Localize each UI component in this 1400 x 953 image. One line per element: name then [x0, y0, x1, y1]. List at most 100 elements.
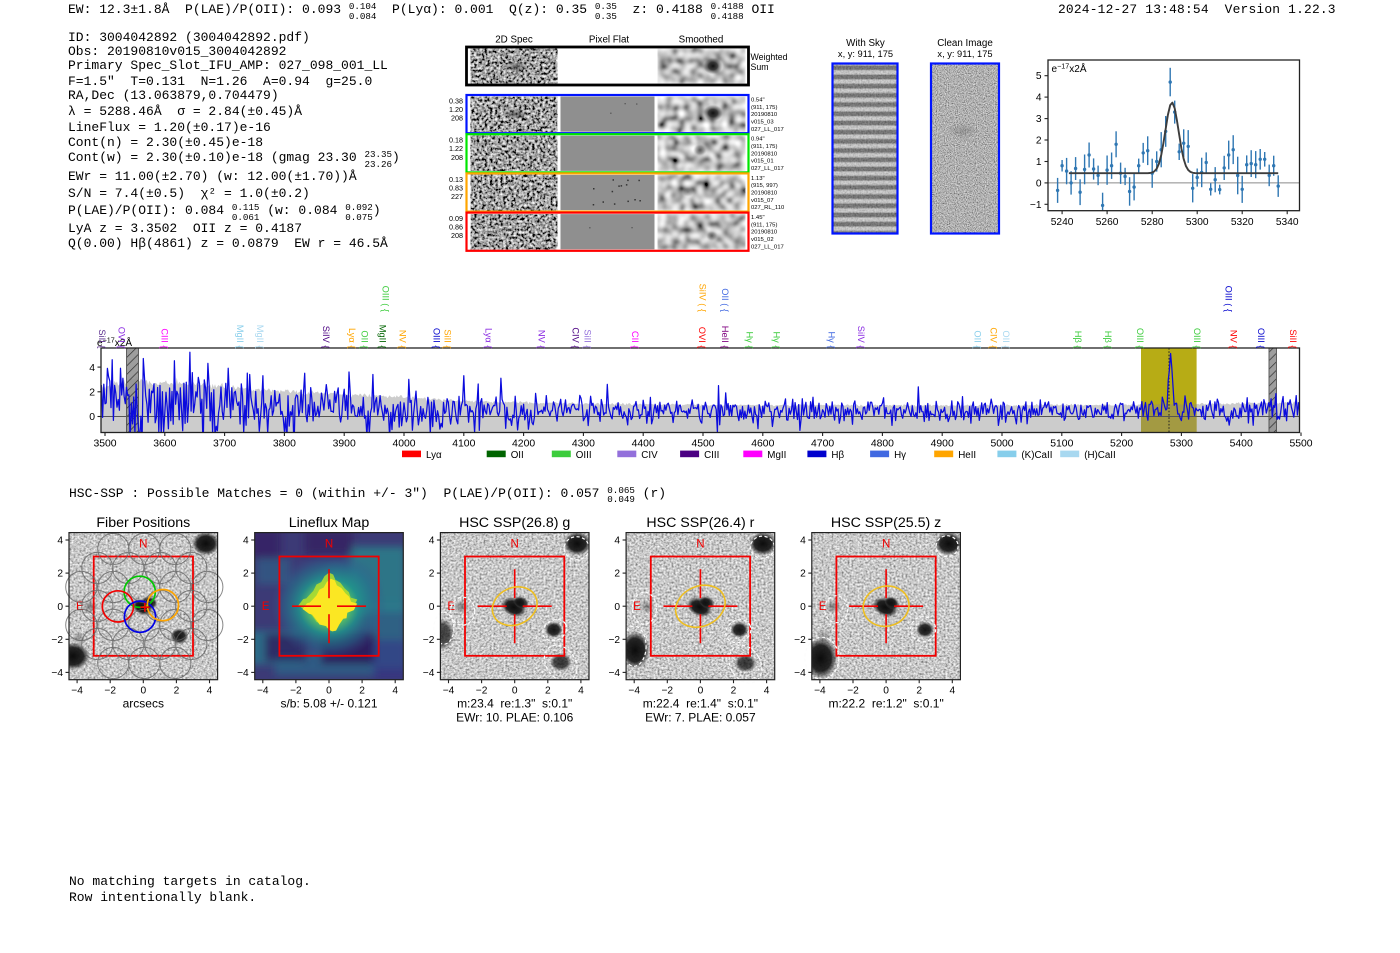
- svg-text:m:23.4 re:1.3" s:0.1": m:23.4 re:1.3" s:0.1": [457, 697, 572, 711]
- svg-text:1.13": 1.13": [751, 176, 765, 182]
- svg-text:−4: −4: [71, 686, 83, 697]
- svg-text:2: 2: [359, 686, 365, 697]
- svg-text:4600: 4600: [751, 439, 774, 450]
- svg-text:(911, 175): (911, 175): [751, 144, 777, 150]
- svg-text:s/b: 5.08 +/- 0.121: s/b: 5.08 +/- 0.121: [280, 697, 377, 711]
- svg-text:E: E: [447, 601, 455, 613]
- svg-text:−4: −4: [237, 668, 249, 679]
- svg-text:−4: −4: [257, 686, 269, 697]
- svg-text:0: 0: [326, 686, 332, 697]
- svg-text:208: 208: [451, 231, 463, 240]
- svg-text:N: N: [511, 539, 519, 551]
- svg-text:OII ( {: OII ( {: [720, 288, 730, 312]
- svg-text:−4: −4: [814, 686, 826, 697]
- svg-text:MgII {: MgII {: [255, 325, 265, 349]
- svg-text:027_LL_017: 027_LL_017: [751, 244, 784, 250]
- svg-text:4200: 4200: [512, 439, 535, 450]
- svg-text:N: N: [325, 539, 333, 551]
- svg-text:CIV: CIV: [641, 450, 658, 461]
- svg-text:m:22.2 re:1.2" s:0.1": m:22.2 re:1.2" s:0.1": [828, 697, 943, 711]
- svg-text:−2: −2: [423, 635, 435, 646]
- svg-text:1.45": 1.45": [751, 215, 765, 221]
- svg-text:arcsecs: arcsecs: [123, 697, 164, 711]
- svg-text:MgII {: MgII {: [235, 325, 245, 349]
- svg-text:2: 2: [57, 569, 63, 580]
- svg-text:0.94": 0.94": [751, 137, 765, 143]
- svg-text:OII {: OII {: [1001, 330, 1011, 348]
- svg-text:E: E: [819, 601, 827, 613]
- svg-text:N: N: [882, 539, 890, 551]
- svg-text:HeII: HeII: [958, 450, 976, 461]
- svg-text:4: 4: [949, 686, 955, 697]
- svg-text:5: 5: [1036, 71, 1042, 82]
- svg-text:1: 1: [1036, 157, 1042, 168]
- svg-text:−4: −4: [628, 686, 640, 697]
- svg-text:3: 3: [1036, 114, 1042, 125]
- svg-text:027_LL_017: 027_LL_017: [751, 166, 784, 172]
- svg-text:−2: −2: [608, 635, 620, 646]
- svg-text:208: 208: [451, 153, 463, 162]
- svg-text:4: 4: [614, 536, 620, 547]
- svg-text:Clean Image: Clean Image: [937, 38, 993, 49]
- svg-text:0: 0: [429, 602, 435, 613]
- svg-text:−4: −4: [608, 668, 620, 679]
- svg-text:0: 0: [800, 602, 806, 613]
- svg-text:4: 4: [764, 686, 770, 697]
- svg-text:CIII: CIII: [704, 450, 719, 461]
- svg-text:−4: −4: [423, 668, 435, 679]
- svg-text:x, y: 911, 175: x, y: 911, 175: [937, 49, 992, 59]
- svg-text:HeII {: HeII {: [720, 326, 730, 349]
- svg-text:4400: 4400: [632, 439, 655, 450]
- svg-text:5240: 5240: [1051, 217, 1074, 228]
- svg-text:v015_03: v015_03: [751, 119, 774, 125]
- svg-text:v015_02: v015_02: [751, 237, 774, 243]
- svg-text:20190810: 20190810: [751, 151, 778, 157]
- svg-text:(915, 997): (915, 997): [751, 183, 778, 189]
- svg-text:4700: 4700: [811, 439, 834, 450]
- svg-text:OIII {: OIII {: [1192, 328, 1202, 349]
- svg-text:0: 0: [614, 602, 620, 613]
- svg-text:With Sky: With Sky: [846, 38, 885, 49]
- svg-text:HSC SSP(26.4) r: HSC SSP(26.4) r: [646, 515, 754, 531]
- svg-text:−2: −2: [794, 635, 806, 646]
- svg-text:2: 2: [174, 686, 180, 697]
- svg-text:5280: 5280: [1141, 217, 1164, 228]
- svg-text:OIII: OIII: [576, 450, 592, 461]
- svg-text:x, y: 911, 175: x, y: 911, 175: [838, 49, 893, 59]
- svg-text:OIII {: OIII {: [1256, 328, 1266, 349]
- svg-text:CIV {: CIV {: [571, 327, 581, 348]
- svg-text:Lyα {: Lyα {: [347, 328, 357, 349]
- svg-text:OIII {: OIII {: [432, 328, 442, 349]
- svg-text:5200: 5200: [1110, 439, 1133, 450]
- svg-text:4: 4: [429, 536, 435, 547]
- svg-text:Fiber Positions: Fiber Positions: [96, 515, 190, 531]
- svg-text:e−17x2Å: e−17x2Å: [1052, 62, 1087, 76]
- svg-text:4500: 4500: [691, 439, 714, 450]
- svg-text:HSC SSP(25.5) z: HSC SSP(25.5) z: [831, 515, 941, 531]
- svg-text:20190810: 20190810: [751, 191, 778, 197]
- svg-text:1.20: 1.20: [449, 105, 463, 114]
- svg-text:NV {: NV {: [536, 330, 546, 349]
- svg-text:2: 2: [731, 686, 737, 697]
- svg-text:2: 2: [545, 686, 551, 697]
- svg-text:2: 2: [243, 569, 249, 580]
- svg-text:027_LL_017: 027_LL_017: [751, 127, 784, 133]
- svg-text:Sum: Sum: [751, 62, 769, 72]
- svg-text:E: E: [633, 601, 641, 613]
- svg-text:NV {: NV {: [1229, 330, 1239, 349]
- svg-text:20190810: 20190810: [751, 230, 778, 236]
- svg-text:4: 4: [207, 686, 213, 697]
- svg-text:2: 2: [429, 569, 435, 580]
- svg-text:2: 2: [614, 569, 620, 580]
- svg-text:4: 4: [392, 686, 398, 697]
- svg-text:5260: 5260: [1096, 217, 1119, 228]
- svg-text:OIII ( {: OIII ( {: [381, 286, 391, 312]
- svg-text:CIV {: CIV {: [989, 327, 999, 348]
- svg-text:4: 4: [800, 536, 806, 547]
- svg-text:(H)CaII: (H)CaII: [1084, 450, 1116, 461]
- svg-text:MgII {: MgII {: [378, 325, 388, 349]
- svg-text:0: 0: [140, 686, 146, 697]
- svg-text:3800: 3800: [273, 439, 296, 450]
- svg-text:SiII {: SiII {: [97, 329, 107, 348]
- svg-text:−2: −2: [51, 635, 63, 646]
